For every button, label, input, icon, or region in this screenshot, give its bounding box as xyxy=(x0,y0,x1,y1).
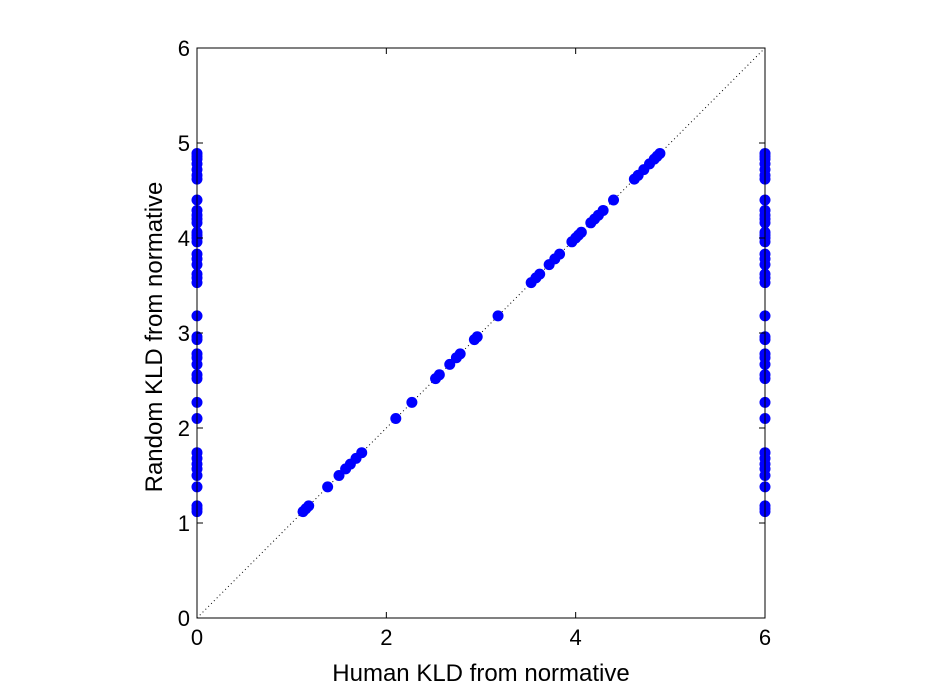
y-tick-label: 5 xyxy=(178,131,190,156)
data-point xyxy=(390,413,402,424)
y-tick-label: 0 xyxy=(178,606,190,631)
y-tick-label: 4 xyxy=(178,226,190,251)
data-point xyxy=(575,226,587,238)
data-point xyxy=(471,331,483,343)
data-point xyxy=(608,194,620,206)
data-point xyxy=(554,248,566,260)
x-tick-label: 0 xyxy=(191,625,203,650)
x-tick-label: 6 xyxy=(759,625,771,650)
y-tick-label: 1 xyxy=(178,511,190,536)
data-point xyxy=(534,268,546,280)
data-point xyxy=(433,369,445,381)
y-tick-label: 3 xyxy=(178,321,190,346)
data-point xyxy=(597,204,609,216)
data-point xyxy=(454,348,466,360)
y-tick-label: 6 xyxy=(178,36,190,61)
data-point xyxy=(406,396,418,408)
y-tick-label: 2 xyxy=(178,416,190,441)
axis-ticks: 0 2 4 6 0 1 2 3 4 5 6 xyxy=(178,36,771,650)
data-point xyxy=(303,500,315,512)
x-tick-label: 4 xyxy=(570,625,582,650)
x-tick-label: 2 xyxy=(380,625,392,650)
data-point xyxy=(492,310,504,322)
data-point xyxy=(654,147,666,159)
y-axis-label: Random KLD from normative xyxy=(141,182,168,493)
x-axis-label: Human KLD from normative xyxy=(332,660,629,687)
data-point xyxy=(356,447,368,459)
data-point xyxy=(322,481,334,493)
